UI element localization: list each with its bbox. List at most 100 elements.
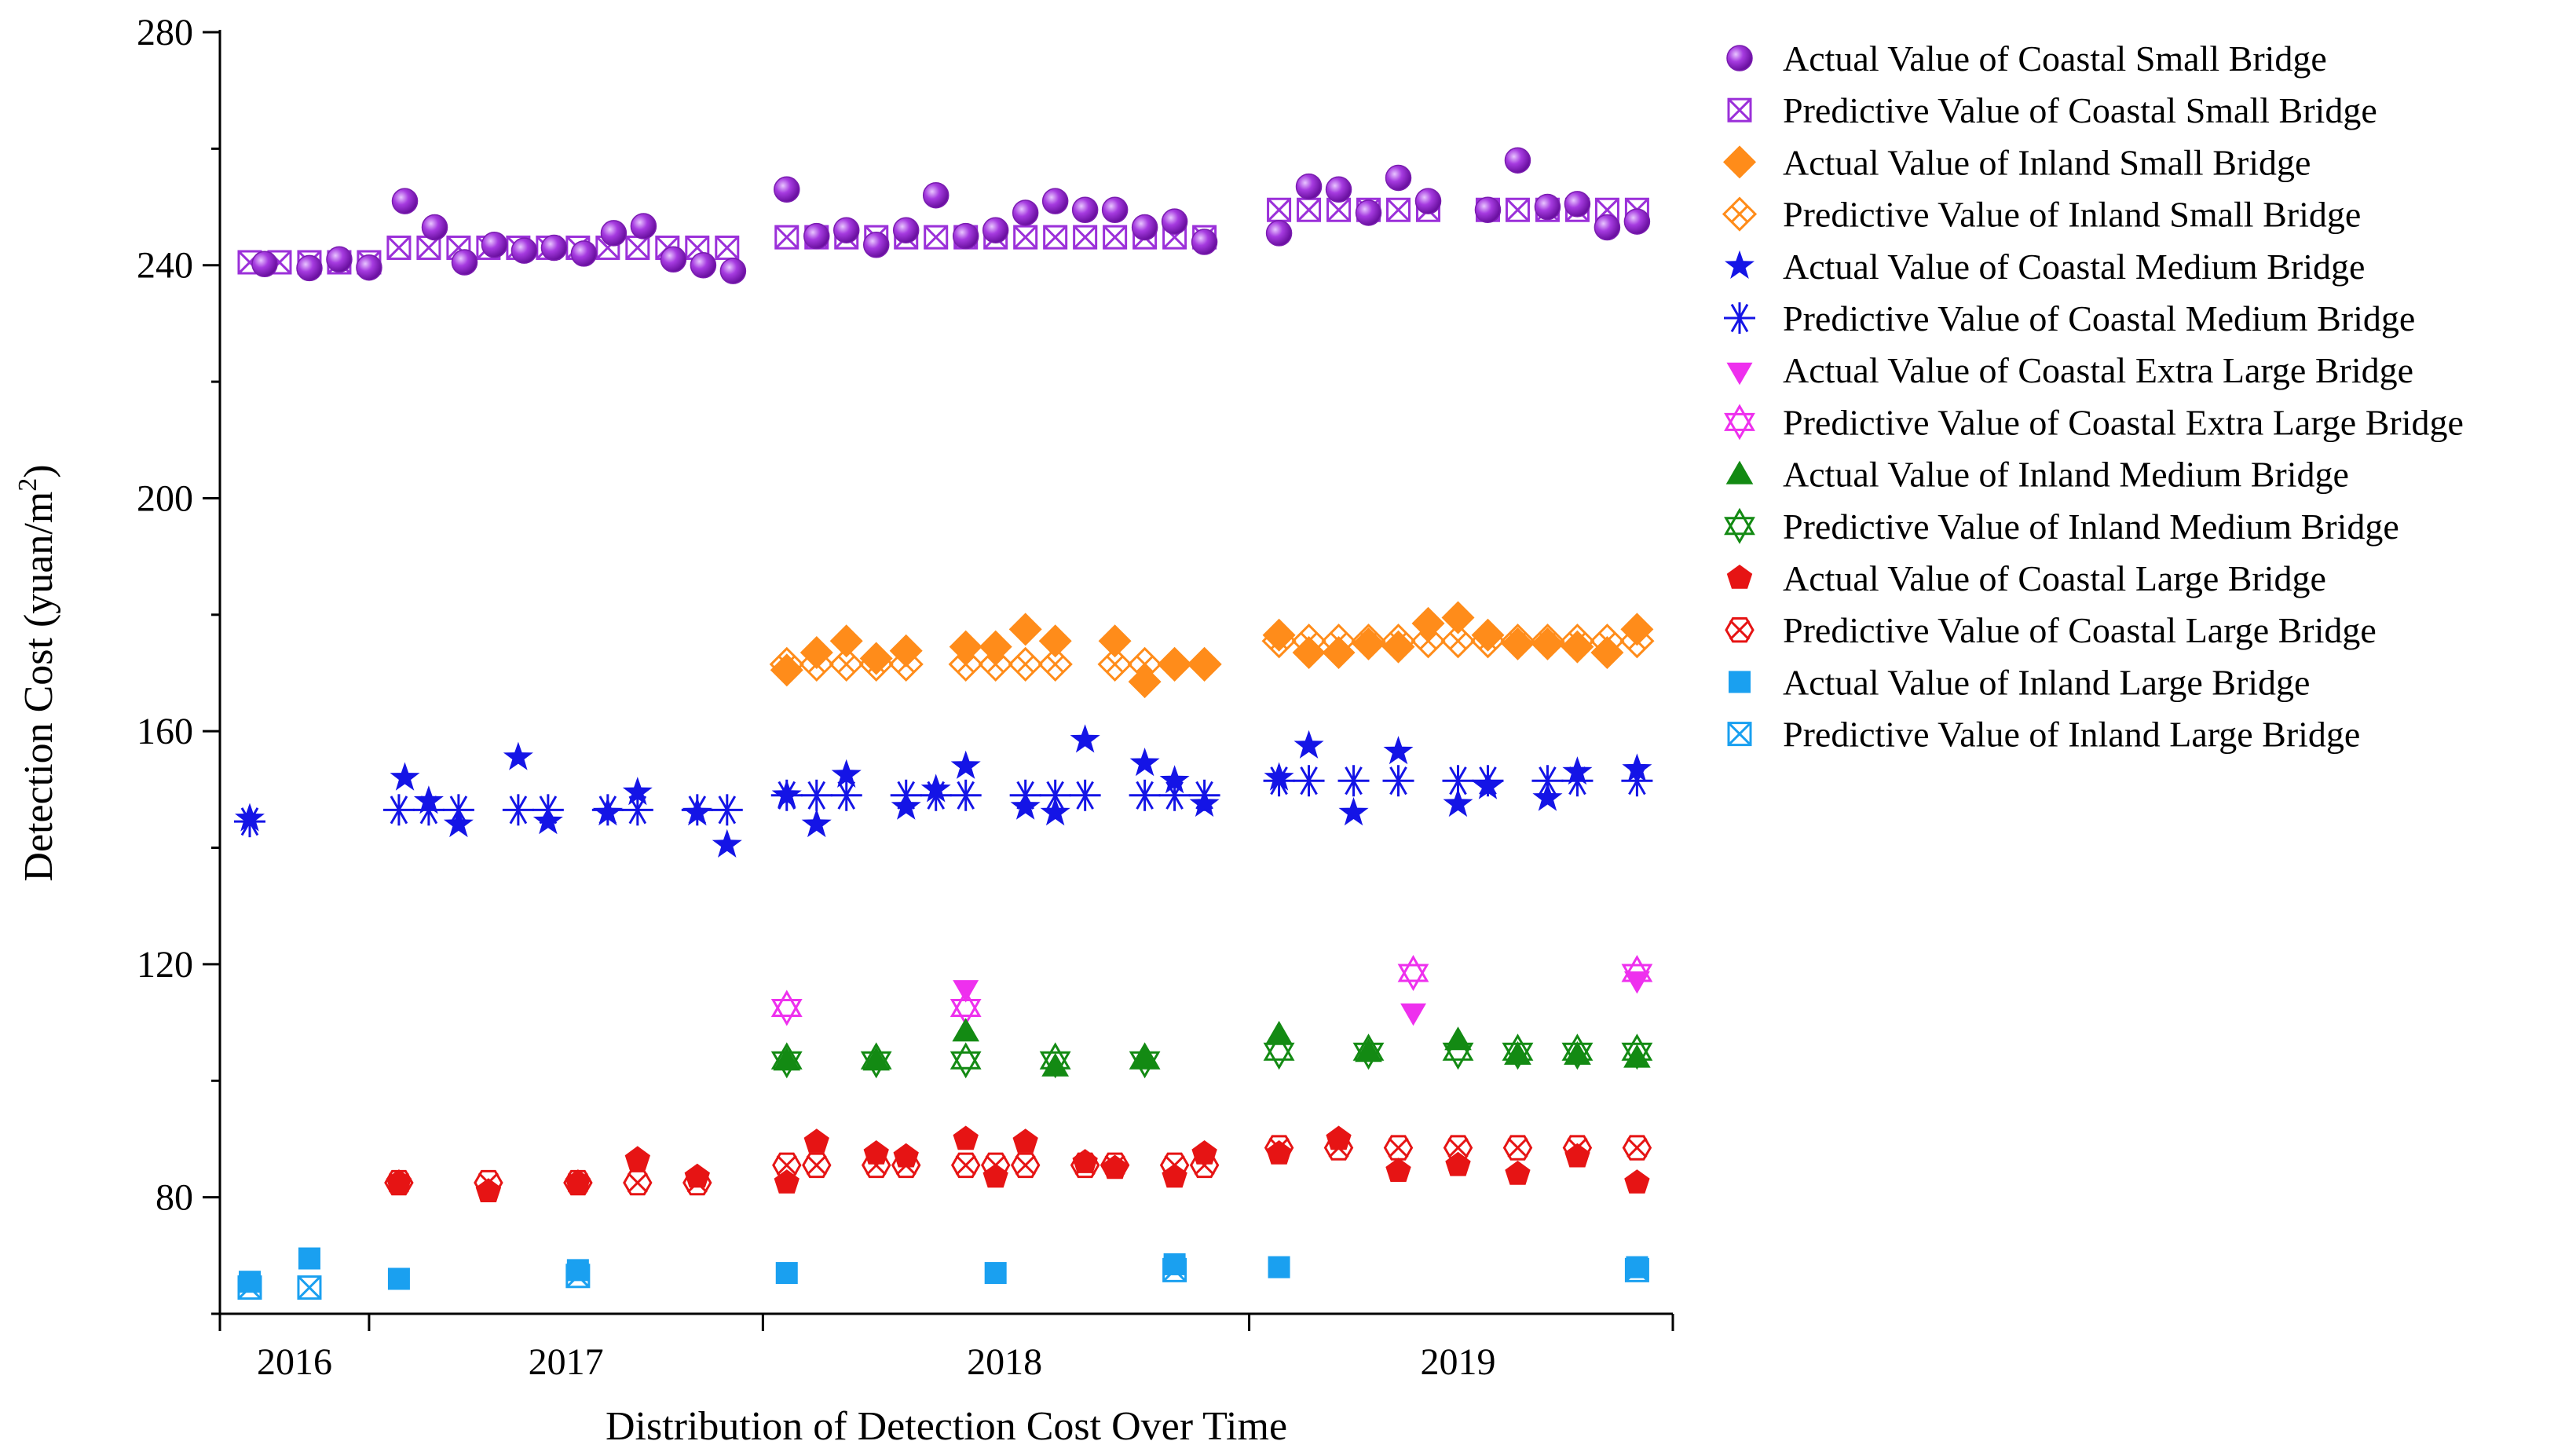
- data-point-csb_act: [326, 246, 353, 273]
- data-point-clb_pred: [623, 1169, 653, 1196]
- data-point-csb_act: [1101, 196, 1129, 224]
- legend-label: Predictive Value of Inland Medium Bridge: [1783, 507, 2399, 547]
- y-tick-label: 80: [156, 1177, 193, 1219]
- data-point-csb_act: [892, 217, 920, 243]
- data-point-cmb_act: [532, 806, 563, 835]
- legend-marker-clb_act: [1726, 565, 1753, 589]
- data-point-csb_act: [421, 214, 448, 241]
- legend-item-imb_act: Actual Value of Inland Medium Bridge: [1725, 455, 2349, 495]
- data-point-csb_act: [952, 222, 979, 250]
- data-point-isb_act: [1471, 618, 1505, 652]
- data-point-cmb_act: [1010, 791, 1041, 820]
- data-point-clb_act: [684, 1163, 710, 1188]
- data-point-ilb_act: [775, 1262, 798, 1285]
- series-celb_act: [953, 971, 1650, 1026]
- series-celb_pred: [770, 954, 1653, 1026]
- legend-marker-cmb_pred: [1724, 302, 1755, 334]
- x-axis-title: Distribution of Detection Cost Over Time: [606, 1404, 1287, 1449]
- data-point-imb_act: [773, 1047, 801, 1071]
- data-point-clb_pred: [1622, 1135, 1652, 1161]
- legend-marker-imb_act: [1725, 460, 1754, 485]
- data-point-ilb_act: [1163, 1253, 1186, 1275]
- data-point-isb_act: [1128, 665, 1162, 699]
- data-point-csb_act: [660, 246, 687, 273]
- data-point-isb_act: [979, 630, 1012, 664]
- data-point-cmb_act: [920, 774, 951, 803]
- data-point-csb_act: [1414, 188, 1442, 214]
- series-isb_act: [770, 601, 1654, 699]
- data-point-clb_act: [386, 1169, 412, 1194]
- data-point-csb_act: [1623, 208, 1651, 235]
- data-point-csb_act: [922, 181, 950, 209]
- data-point-cmb_act: [831, 759, 862, 788]
- data-point-csb_act: [1131, 214, 1158, 241]
- plot-area: [233, 147, 1655, 1300]
- data-point-csb_act: [803, 222, 830, 250]
- data-point-celb_pred: [1397, 954, 1429, 992]
- data-point-csb_act: [774, 176, 800, 203]
- data-point-csb_act: [451, 249, 478, 276]
- data-point-clb_pred: [1383, 1135, 1414, 1161]
- data-point-csb_act: [251, 251, 278, 277]
- series-cmb_act: [235, 724, 1652, 858]
- data-point-isb_pred: [1037, 646, 1073, 682]
- legend-item-ilb_pred: Predictive Value of Inland Large Bridge: [1727, 715, 2360, 755]
- legend-item-csb_act: Actual Value of Coastal Small Bridge: [1726, 38, 2327, 79]
- data-point-clb_pred: [1010, 1152, 1041, 1179]
- data-point-imb_act: [1265, 1020, 1293, 1044]
- data-point-isb_pred: [829, 646, 864, 682]
- data-point-cmb_act: [1189, 788, 1220, 817]
- legend-label: Predictive Value of Coastal Small Bridge: [1783, 90, 2377, 130]
- data-point-cmb_act: [1264, 762, 1294, 791]
- data-point-isb_act: [889, 634, 923, 667]
- data-point-imb_act: [1041, 1052, 1069, 1077]
- data-point-isb_act: [1531, 627, 1564, 660]
- legend-label: Actual Value of Coastal Large Bridge: [1783, 558, 2326, 598]
- data-point-ilb_act: [1626, 1256, 1648, 1278]
- data-point-isb_act: [1158, 647, 1191, 681]
- data-point-isb_pred: [1008, 646, 1043, 682]
- series-clb_act: [386, 1125, 1650, 1202]
- data-point-cmb_act: [771, 779, 802, 808]
- data-point-csb_pred: [1386, 197, 1411, 222]
- legend-marker-ilb_pred: [1727, 722, 1752, 747]
- data-point-isb_act: [1187, 647, 1221, 681]
- legend-marker-csb_act: [1726, 45, 1753, 71]
- data-point-isb_act: [1561, 630, 1594, 664]
- data-point-clb_act: [1385, 1158, 1411, 1182]
- data-point-isb_act: [1501, 627, 1535, 660]
- legend-label: Actual Value of Inland Large Bridge: [1783, 662, 2310, 702]
- legend-marker-celb_act: [1726, 362, 1753, 386]
- legend-item-isb_pred: Predictive Value of Inland Small Bridge: [1722, 195, 2361, 235]
- data-point-cmb_act: [682, 797, 712, 826]
- data-point-clb_act: [1564, 1143, 1590, 1168]
- legend-label: Predictive Value of Coastal Extra Large …: [1783, 402, 2464, 442]
- data-point-cmb_act: [235, 803, 265, 832]
- data-point-csb_act: [719, 258, 747, 284]
- data-point-clb_act: [1162, 1163, 1187, 1188]
- data-point-clb_act: [953, 1125, 979, 1150]
- data-point-clb_act: [1012, 1128, 1038, 1153]
- data-point-ilb_act: [387, 1267, 410, 1290]
- data-point-csb_pred: [1297, 197, 1322, 222]
- data-point-cmb_act: [1040, 797, 1070, 826]
- legend-marker-isb_act: [1723, 145, 1756, 179]
- data-point-clb_act: [863, 1140, 889, 1165]
- data-point-ilb_pred: [297, 1275, 322, 1300]
- data-point-imb_act: [862, 1047, 890, 1071]
- data-point-isb_act: [1441, 601, 1475, 635]
- data-point-clb_act: [1102, 1154, 1128, 1180]
- data-point-csb_act: [391, 188, 419, 214]
- data-point-csb_act: [630, 213, 657, 240]
- legend-item-clb_act: Actual Value of Coastal Large Bridge: [1726, 558, 2326, 598]
- data-point-csb_act: [1534, 193, 1561, 221]
- data-point-celb_act: [1624, 971, 1650, 994]
- data-point-csb_act: [481, 232, 508, 258]
- data-point-ilb_act: [238, 1271, 261, 1293]
- data-point-clb_act: [475, 1178, 502, 1202]
- x-tick-label: 2017: [529, 1341, 604, 1383]
- data-point-csb_act: [1071, 196, 1099, 224]
- data-point-cmb_act: [1129, 748, 1160, 777]
- y-tick-label: 120: [137, 944, 193, 986]
